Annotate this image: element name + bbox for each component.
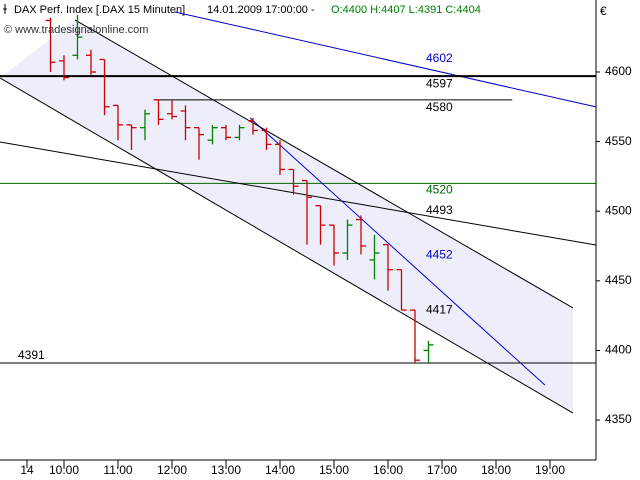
y-tick-label: 4450 <box>605 273 632 287</box>
x-tick-label: 13:00 <box>211 463 241 477</box>
trend-line <box>74 19 574 309</box>
line-label: 4493 <box>426 203 453 217</box>
line-label: 4520 <box>426 183 453 197</box>
x-tick-label: 16:00 <box>373 463 403 477</box>
source: © www.tradesignalonline.com <box>4 24 148 36</box>
x-tick-label: 14 <box>20 463 34 477</box>
y-tick-label: 4600 <box>605 64 632 78</box>
plot-area <box>0 11 597 414</box>
chart-title: DAX Perf. Index [.DAX 15 Minuten] <box>14 4 185 16</box>
trend-line <box>249 117 546 386</box>
x-tick-label: 17:00 <box>427 463 457 477</box>
x-tick-label: 19:00 <box>535 463 565 477</box>
trend-line <box>0 141 597 246</box>
line-label: 4597 <box>426 76 453 90</box>
y-tick-label: 4400 <box>605 343 632 357</box>
x-tick-label: 12:00 <box>157 463 187 477</box>
x-tick-label: 18:00 <box>481 463 511 477</box>
line-label: 4417 <box>426 302 453 316</box>
line-label: 4602 <box>426 51 453 65</box>
channel-area <box>0 19 573 414</box>
y-axis-label: € <box>600 4 607 18</box>
trend-line <box>174 11 597 108</box>
trend-line <box>0 77 574 414</box>
line-label: 4580 <box>426 100 453 114</box>
icon <box>3 4 7 14</box>
x-tick-label: 10:00 <box>49 463 79 477</box>
y-tick-label: 4350 <box>605 412 632 426</box>
subtitle: 14.01.2009 17:00:00 - <box>207 4 315 16</box>
line-label: 4452 <box>426 248 453 262</box>
quote: O:4400 H:4407 L:4391 C:4404 <box>331 4 481 16</box>
y-tick-label: 4550 <box>605 134 632 148</box>
y-tick-label: 4500 <box>605 203 632 217</box>
line-label: 4391 <box>18 348 45 362</box>
x-tick-label: 14:00 <box>265 463 295 477</box>
x-tick-label: 15:00 <box>319 463 349 477</box>
x-tick-label: 11:00 <box>103 463 132 477</box>
